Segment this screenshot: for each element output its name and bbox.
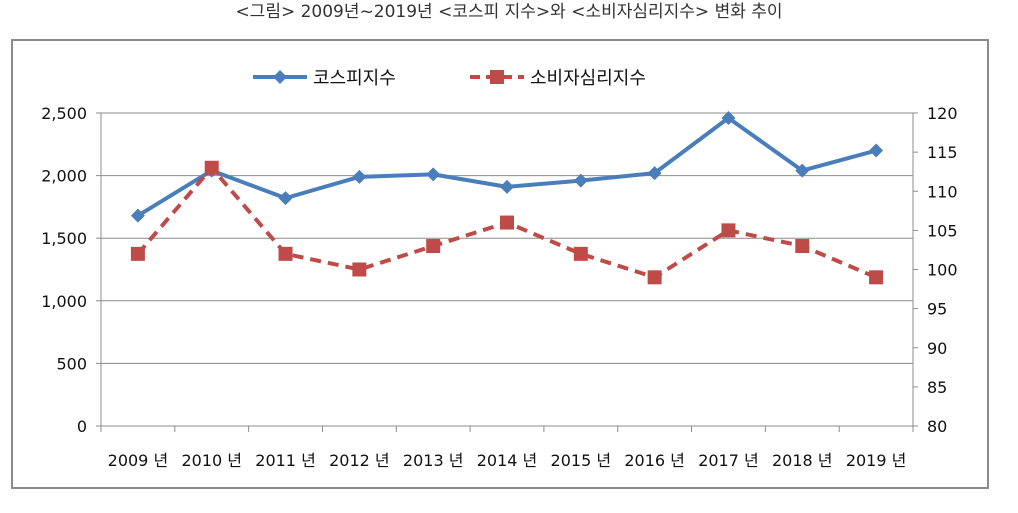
x-axis-tick-label: 2012 년 — [329, 451, 390, 470]
x-axis-tick-label: 2011 년 — [255, 451, 316, 470]
data-point-series-1 — [500, 179, 514, 194]
right-axis-tick-label: 80 — [927, 417, 947, 436]
data-point-series-2 — [721, 223, 736, 238]
data-point-series-1 — [721, 111, 736, 126]
x-axis-tick-label: 2014 년 — [477, 451, 538, 470]
x-axis-tick-label: 2018 년 — [772, 451, 833, 470]
left-axis-tick-label: 0 — [77, 417, 87, 436]
right-axis-tick-label: 100 — [927, 261, 958, 280]
data-point-series-2 — [869, 270, 884, 285]
data-point-series-1 — [278, 191, 293, 206]
left-axis-tick-label: 2,500 — [41, 104, 87, 123]
x-axis-tick-label: 2010 년 — [181, 451, 242, 470]
right-axis-tick-label: 110 — [927, 182, 958, 201]
data-point-series-2 — [500, 215, 514, 230]
chart-title: <그림> 2009년~2019년 <코스피 지수>와 <소비자심리지수> 변화 … — [235, 2, 783, 22]
data-point-series-2 — [426, 239, 441, 254]
data-point-series-1 — [647, 166, 662, 181]
right-axis-tick-label: 105 — [927, 221, 958, 240]
data-point-series-1 — [352, 169, 367, 184]
data-point-series-1 — [795, 163, 810, 178]
left-axis-tick-label: 500 — [56, 354, 87, 373]
left-axis-tick-label: 2,000 — [41, 167, 87, 186]
x-axis-tick-label: 2015 년 — [551, 451, 612, 470]
data-point-series-1 — [426, 167, 441, 182]
data-point-series-1 — [869, 143, 884, 158]
data-point-series-2 — [352, 262, 367, 277]
x-axis-tick-label: 2017 년 — [698, 451, 759, 470]
x-axis-tick-label: 2013 년 — [403, 451, 464, 470]
legend-marker-2 — [490, 70, 504, 84]
right-axis-tick-label: 90 — [927, 339, 947, 358]
left-axis-tick-label: 1,000 — [41, 292, 87, 311]
legend-label-1: 코스피지수 — [313, 68, 396, 89]
chart-frame — [11, 39, 989, 489]
x-axis-tick-label: 2016 년 — [624, 451, 685, 470]
legend-label-2: 소비자심리지수 — [530, 68, 646, 89]
right-axis-tick-label: 120 — [927, 104, 958, 123]
right-axis-tick-label: 85 — [927, 378, 947, 397]
data-point-series-2 — [204, 160, 219, 175]
data-point-series-2 — [278, 246, 293, 261]
data-point-series-2 — [795, 239, 810, 254]
right-axis-tick-label: 95 — [927, 300, 947, 319]
right-axis-tick-label: 115 — [927, 143, 958, 162]
left-axis-tick-label: 1,500 — [41, 229, 87, 248]
data-point-series-1 — [573, 173, 588, 188]
data-point-series-1 — [130, 208, 145, 223]
data-point-series-2 — [647, 270, 662, 285]
x-axis-tick-label: 2009 년 — [108, 451, 169, 470]
data-point-series-2 — [130, 246, 145, 261]
x-axis-tick-label: 2019 년 — [846, 451, 907, 470]
legend-marker-1 — [273, 70, 287, 84]
series-line-1 — [136, 116, 877, 218]
data-point-series-2 — [573, 246, 588, 261]
